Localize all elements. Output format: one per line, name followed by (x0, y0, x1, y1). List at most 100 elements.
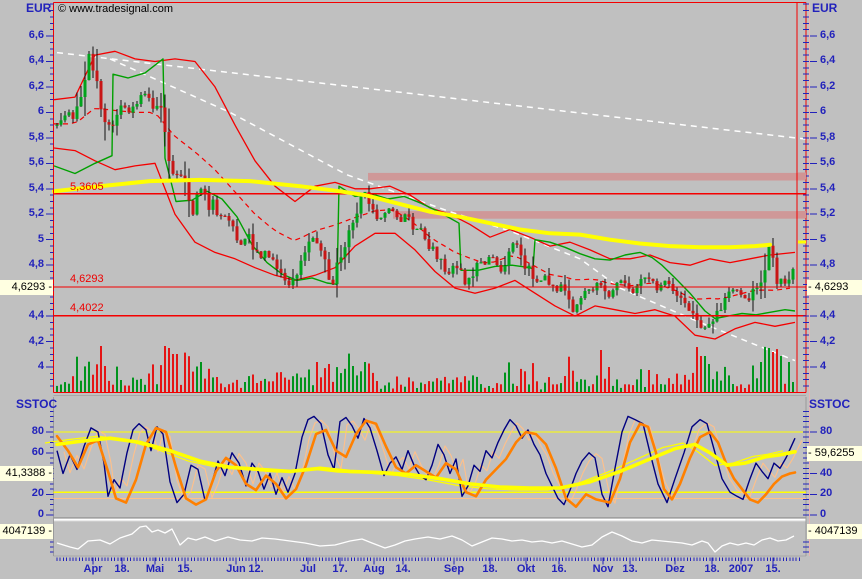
sstoc-plot[interactable] (54, 397, 806, 517)
volume-bar (476, 376, 478, 392)
volume-bar (376, 381, 378, 392)
candle (123, 105, 127, 108)
volume-bar (352, 366, 354, 392)
main-price-plot[interactable] (54, 3, 806, 393)
yellow-ma-line (52, 177, 772, 250)
volume-bar (204, 378, 206, 392)
x-axis-label: Mai (145, 563, 165, 575)
candle (403, 214, 407, 222)
candle (143, 93, 147, 96)
price-tick-label-left: 4,4 (28, 309, 44, 322)
volume-bar (108, 380, 110, 392)
candle (519, 244, 523, 256)
candle (731, 289, 735, 292)
candle (451, 265, 455, 274)
candle (455, 265, 459, 269)
price-tick-label-right: 4,4 (820, 309, 836, 322)
candle (359, 196, 363, 214)
volume-bar (136, 379, 138, 392)
volume-bar (596, 375, 598, 392)
x-axis-label: 18. (704, 563, 720, 575)
candle (583, 291, 587, 299)
volume-bar (712, 379, 714, 392)
candle (543, 275, 547, 281)
volume-bar (448, 383, 450, 392)
candle (99, 81, 103, 110)
candle (779, 278, 783, 284)
candle (623, 280, 627, 284)
candle (563, 284, 567, 291)
price-tick-label-right: 6,4 (820, 54, 836, 67)
candle (575, 304, 579, 312)
candle (743, 295, 747, 299)
volume-bar (496, 383, 498, 392)
sstoc-d-line (55, 419, 797, 509)
volume-bar (160, 365, 162, 392)
volume-bar (396, 376, 398, 392)
candle (251, 234, 255, 250)
volume-bar (420, 382, 422, 392)
candle (247, 234, 251, 239)
mid-band-dashed-line (54, 108, 791, 300)
candle (331, 279, 335, 285)
candle (679, 295, 683, 298)
candle (687, 303, 691, 311)
candle (135, 104, 139, 107)
candle (259, 251, 263, 258)
volume-bar (728, 375, 730, 392)
candle (67, 112, 71, 116)
candle (299, 260, 303, 275)
candle (531, 265, 535, 279)
volume-bar (560, 383, 562, 392)
candle (791, 269, 795, 280)
sstoc-panel-title-right: SSTOC (809, 397, 851, 411)
volume-bar (684, 374, 686, 392)
candle (787, 279, 791, 284)
candle (639, 279, 643, 286)
volume-bar (564, 376, 566, 392)
sstoc-tick-label-left: 0 (37, 508, 44, 520)
volume-bar (196, 366, 198, 392)
volume-bar (88, 361, 90, 392)
candle (103, 109, 107, 123)
candle (459, 268, 463, 270)
price-tick-label-right: 5,8 (820, 130, 836, 143)
candle (171, 160, 175, 174)
volume-bar (140, 378, 142, 392)
candle (719, 309, 723, 312)
candle (463, 269, 467, 285)
volume-bar (612, 385, 614, 392)
candle (751, 288, 755, 301)
volume-bar (104, 366, 106, 392)
candle (319, 243, 323, 251)
volume-bar (328, 364, 330, 392)
candle (79, 97, 83, 107)
price-tick-label-right: 5,2 (820, 207, 836, 220)
candle (767, 245, 771, 271)
price-tick-label-right: 5,6 (820, 156, 836, 169)
volume-bar (784, 383, 786, 392)
volume-bar (732, 384, 734, 392)
bottom-indicator-plot[interactable] (54, 521, 806, 556)
x-axis-label: 18. (114, 563, 130, 575)
x-axis-label: 12. (248, 563, 264, 575)
volume-bar (92, 374, 94, 392)
candle (163, 107, 167, 132)
volume-bar (300, 377, 302, 392)
volume-bar (424, 384, 426, 392)
volume-bar (516, 386, 518, 392)
candle (467, 277, 471, 285)
candle (627, 283, 631, 289)
price-tick-label-right: 6,6 (820, 29, 836, 42)
volume-bar (116, 366, 118, 392)
price-tick-label-left: 5 (37, 232, 44, 245)
candle (747, 298, 751, 301)
candle (607, 291, 611, 297)
volume-bar (220, 383, 222, 392)
candle (119, 105, 123, 115)
candle (487, 257, 491, 265)
x-axis-label: Sep (443, 563, 465, 575)
volume-bar (672, 383, 674, 392)
candle (619, 280, 623, 283)
volume-bar (252, 374, 254, 392)
